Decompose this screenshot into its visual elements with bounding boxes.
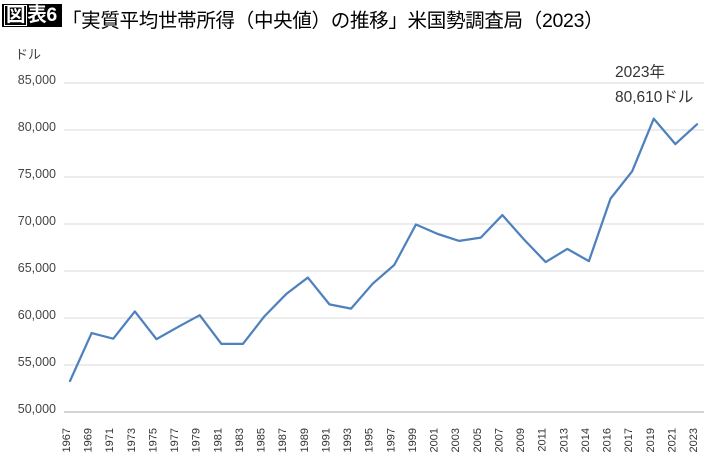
svg-text:2014: 2014: [580, 428, 592, 452]
svg-text:1975: 1975: [147, 428, 159, 452]
svg-text:2003: 2003: [450, 428, 462, 452]
svg-text:1989: 1989: [299, 428, 311, 452]
svg-text:1995: 1995: [364, 428, 376, 452]
svg-text:1973: 1973: [126, 428, 138, 452]
svg-text:2023: 2023: [688, 428, 700, 452]
svg-text:1983: 1983: [234, 428, 246, 452]
svg-text:2011: 2011: [537, 428, 549, 452]
svg-text:1977: 1977: [169, 428, 181, 452]
svg-text:1979: 1979: [191, 428, 203, 452]
svg-text:1987: 1987: [277, 428, 289, 452]
svg-text:1997: 1997: [385, 428, 397, 452]
svg-text:1967: 1967: [61, 428, 73, 452]
svg-text:85,000: 85,000: [18, 73, 56, 87]
svg-text:2007: 2007: [493, 428, 505, 452]
svg-text:2013: 2013: [558, 428, 570, 452]
svg-text:65,000: 65,000: [18, 261, 56, 275]
svg-text:60,000: 60,000: [18, 308, 56, 322]
svg-text:50,000: 50,000: [18, 402, 56, 416]
svg-text:1981: 1981: [212, 428, 224, 452]
svg-text:1969: 1969: [83, 428, 95, 452]
svg-text:2009: 2009: [515, 428, 527, 452]
svg-text:2001: 2001: [429, 428, 441, 452]
svg-text:1993: 1993: [342, 428, 354, 452]
svg-text:2017: 2017: [623, 428, 635, 452]
svg-text:2005: 2005: [472, 428, 484, 452]
svg-text:80,000: 80,000: [18, 120, 56, 134]
svg-text:1991: 1991: [320, 428, 332, 452]
svg-text:2021: 2021: [666, 428, 678, 452]
svg-text:1971: 1971: [104, 428, 116, 452]
svg-text:1985: 1985: [256, 428, 268, 452]
svg-text:75,000: 75,000: [18, 167, 56, 181]
svg-text:1999: 1999: [407, 428, 419, 452]
svg-text:2016: 2016: [602, 428, 614, 452]
svg-text:70,000: 70,000: [18, 214, 56, 228]
svg-text:2019: 2019: [645, 428, 657, 452]
svg-text:55,000: 55,000: [18, 355, 56, 369]
